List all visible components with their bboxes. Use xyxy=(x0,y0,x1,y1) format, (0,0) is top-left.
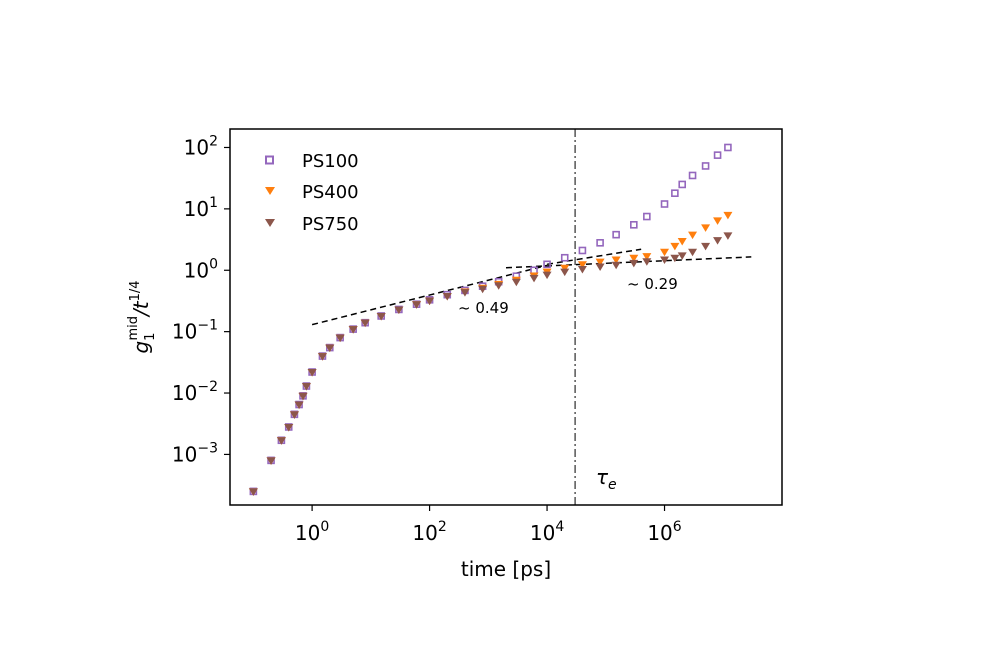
legend: PS100 PS400 PS750 xyxy=(265,151,359,235)
data-point xyxy=(425,297,435,306)
data-point xyxy=(612,230,620,239)
data-point xyxy=(560,253,569,262)
y-tick-label: 10−1 xyxy=(172,318,218,344)
data-point xyxy=(442,293,452,301)
data-point xyxy=(478,285,488,294)
data-point xyxy=(677,252,687,260)
data-point xyxy=(266,457,276,465)
data-point xyxy=(294,401,304,410)
data-point xyxy=(688,248,698,257)
data-point xyxy=(543,260,551,269)
data-point xyxy=(723,232,733,240)
data-point xyxy=(542,271,552,280)
data-point xyxy=(511,278,521,287)
data-point xyxy=(494,282,504,290)
x-axis-title: time [ps] xyxy=(461,557,551,581)
y-tick-label: 100 xyxy=(184,256,218,282)
data-point xyxy=(595,258,605,267)
x-tick-label: 106 xyxy=(647,519,681,545)
y-tick-label: 102 xyxy=(184,133,218,159)
data-point xyxy=(688,171,697,180)
data-point xyxy=(611,261,621,270)
y-tick-label: 10−3 xyxy=(172,440,218,466)
y-tick-label: 10−2 xyxy=(172,379,218,405)
data-point xyxy=(577,265,587,274)
guide-line-2 xyxy=(546,248,642,266)
data-point xyxy=(596,239,604,247)
data-point xyxy=(560,264,570,273)
data-point xyxy=(723,211,733,220)
y-axis-title: g1mid/t1/4 xyxy=(126,280,158,353)
data-point xyxy=(460,289,470,297)
x-tick-label: 100 xyxy=(295,519,329,545)
tick-layer: 100 102 104 106 10−3 10−2 10−1 100 101 102 xyxy=(172,133,682,545)
data-point xyxy=(629,254,639,263)
data-layer: ~ 0.49 ~ 0.29 xyxy=(248,129,752,505)
data-point xyxy=(660,248,670,257)
data-point xyxy=(394,306,404,314)
data-point xyxy=(529,274,539,283)
tau-label: τe xyxy=(596,465,617,493)
data-point xyxy=(577,261,587,269)
data-point xyxy=(578,246,587,255)
data-point xyxy=(298,392,308,401)
data-point xyxy=(248,488,258,496)
data-point xyxy=(713,217,723,225)
x-tick-label: 104 xyxy=(530,519,564,545)
data-point xyxy=(642,253,652,261)
data-point xyxy=(412,301,422,309)
series-ps750 xyxy=(248,232,733,496)
data-point xyxy=(301,383,311,391)
guide-line-1 xyxy=(505,256,752,269)
data-point xyxy=(713,237,723,245)
data-point xyxy=(335,334,345,343)
slope-label-049: ~ 0.49 xyxy=(458,299,509,317)
guide-line-0 xyxy=(311,264,548,326)
data-point xyxy=(376,312,386,321)
data-point xyxy=(284,423,294,432)
data-point xyxy=(701,242,711,251)
y-tick-label: 101 xyxy=(184,195,218,221)
legend-marker-ps100 xyxy=(265,155,274,165)
slope-label-029: ~ 0.29 xyxy=(627,275,678,293)
data-point xyxy=(724,143,732,152)
data-point xyxy=(611,256,621,264)
plot-frame xyxy=(229,128,783,506)
data-point xyxy=(670,242,680,251)
data-point xyxy=(289,411,299,419)
data-point xyxy=(348,326,358,334)
data-point xyxy=(560,268,570,277)
data-point xyxy=(643,212,651,221)
legend-marker-ps750 xyxy=(265,219,275,227)
x-tick-label: 102 xyxy=(412,519,446,545)
data-point xyxy=(660,200,669,208)
data-point xyxy=(713,151,722,159)
data-point xyxy=(630,221,638,229)
data-point xyxy=(307,369,317,377)
data-point xyxy=(671,189,679,197)
data-point xyxy=(360,319,370,328)
data-point xyxy=(701,224,711,232)
data-point xyxy=(670,254,680,263)
data-point xyxy=(642,258,652,266)
legend-label-ps100: PS100 xyxy=(302,151,359,172)
data-point xyxy=(595,263,605,272)
data-point xyxy=(629,259,639,268)
data-point xyxy=(677,237,687,246)
data-point xyxy=(688,231,698,240)
legend-marker-ps400 xyxy=(265,187,275,195)
data-point xyxy=(276,437,286,445)
data-point xyxy=(325,344,335,353)
legend-label-ps400: PS400 xyxy=(302,182,359,203)
legend-label-ps750: PS750 xyxy=(302,214,359,235)
data-point xyxy=(701,162,710,170)
data-point xyxy=(678,180,687,189)
data-point xyxy=(317,353,327,361)
data-point xyxy=(660,256,670,264)
